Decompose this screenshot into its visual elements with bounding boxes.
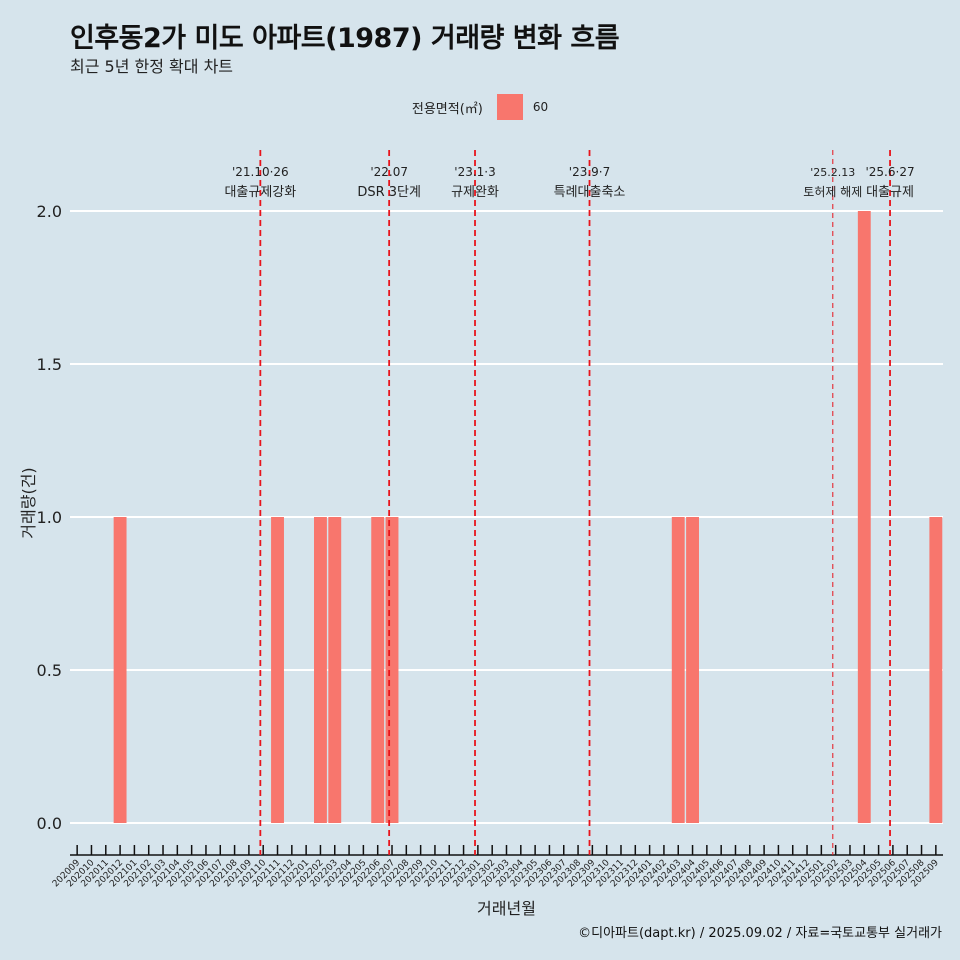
- event-date: '23.1·3: [454, 165, 495, 179]
- source-credit: ©디아파트(dapt.kr) / 2025.09.02 / 자료=국토교통부 실…: [578, 926, 942, 941]
- bar: [271, 517, 284, 823]
- bar: [857, 211, 871, 823]
- legend-title: 전용면적(㎡): [411, 101, 483, 117]
- y-tick-label: 0.0: [37, 814, 62, 833]
- event-label: 특례대출축소: [554, 185, 626, 200]
- event-date: '25.6·27: [865, 165, 914, 179]
- bar: [929, 517, 943, 823]
- bar: [314, 517, 327, 823]
- y-tick-label: 0.5: [37, 661, 62, 680]
- y-tick-label: 1.5: [37, 355, 62, 374]
- bar: [113, 517, 127, 823]
- event-date: '22.07: [370, 165, 408, 179]
- bar: [686, 517, 699, 823]
- y-axis-title: 거래량(건): [19, 467, 38, 538]
- bar: [328, 517, 342, 823]
- x-axis-title: 거래년월: [477, 899, 536, 918]
- y-tick-label: 1.0: [37, 508, 62, 527]
- event-date: '21.10·26: [232, 165, 289, 179]
- event-date: '23.9·7: [569, 165, 610, 179]
- legend-swatch: [496, 94, 523, 120]
- chart-subtitle: 최근 5년 한정 확대 차트: [70, 57, 234, 76]
- event-label: 대출규제강화: [224, 185, 296, 200]
- event-label: 대출규제: [866, 185, 914, 200]
- bar: [671, 517, 685, 823]
- chart-title: 인후동2가 미도 아파트(1987) 거래량 변화 흐름: [70, 23, 620, 54]
- legend: 전용면적(㎡) 60: [0, 92, 960, 122]
- bar: [371, 517, 385, 823]
- legend-label: 60: [532, 100, 549, 114]
- event-label: 토허제 해제: [803, 185, 862, 199]
- event-label: 규제완화: [451, 185, 499, 200]
- event-label: DSR 3단계: [357, 185, 421, 200]
- y-tick-label: 2.0: [37, 202, 62, 221]
- bar: [385, 517, 399, 823]
- event-date: '25.2.13: [810, 166, 855, 179]
